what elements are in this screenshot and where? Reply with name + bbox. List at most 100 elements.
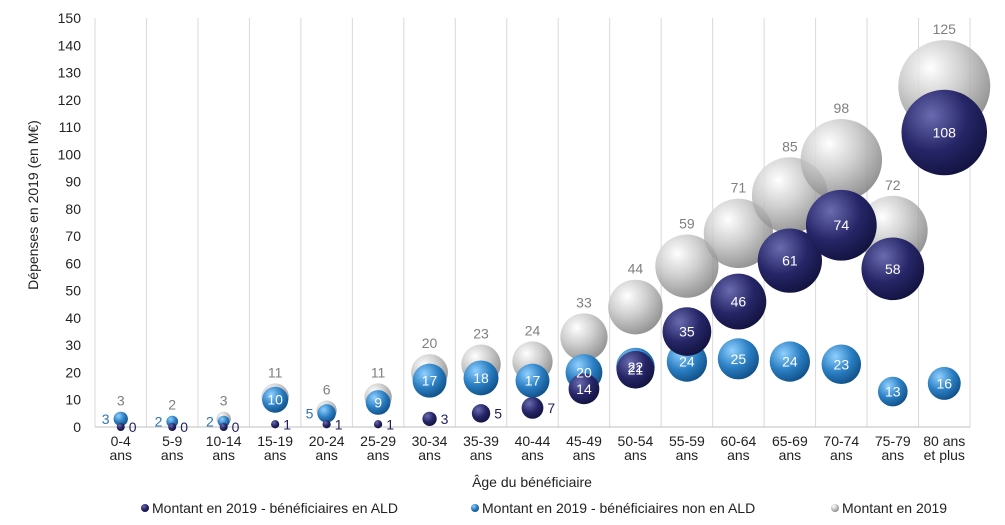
bubble-ald bbox=[616, 350, 655, 389]
data-label: 20 bbox=[422, 335, 438, 351]
y-tick-label: 50 bbox=[65, 283, 81, 299]
x-tick-label: 40-44 ans bbox=[515, 433, 551, 463]
data-label: 44 bbox=[628, 261, 644, 277]
y-tick-label: 140 bbox=[58, 37, 82, 53]
x-tick-label: 25-29 ans bbox=[360, 433, 396, 463]
x-tick-label: 55-59 ans bbox=[669, 433, 705, 463]
bubble-ald bbox=[805, 189, 877, 261]
x-tick-label: 30-34 ans bbox=[412, 433, 448, 463]
data-label: 0 bbox=[129, 419, 137, 435]
data-label: 5 bbox=[494, 405, 502, 421]
bubble-non-ald bbox=[717, 338, 759, 380]
bubble-non-ald bbox=[821, 344, 862, 385]
data-label: 3 bbox=[441, 411, 449, 427]
bubble-non-ald bbox=[769, 341, 811, 382]
y-tick-label: 40 bbox=[65, 310, 81, 326]
data-label: 35 bbox=[679, 324, 695, 340]
legend-label: Montant en 2019 - bénéficiaires en ALD bbox=[152, 500, 398, 516]
data-label: 17 bbox=[422, 373, 438, 389]
legend-marker bbox=[471, 504, 479, 512]
bubble-ald bbox=[710, 273, 767, 330]
data-label: 21 bbox=[628, 362, 644, 378]
data-label: 23 bbox=[473, 326, 489, 342]
data-label: 5 bbox=[306, 405, 314, 421]
data-label: 3 bbox=[220, 393, 228, 409]
bubble-ald bbox=[568, 373, 600, 405]
bubble-non-ald bbox=[515, 363, 550, 398]
x-axis: 0-4 ans 5-9 ans 10-14 ans 15-19 ans 20-24 ans 25-2… bbox=[109, 433, 965, 463]
y-tick-label: 110 bbox=[59, 119, 82, 135]
y-tick-label: 30 bbox=[65, 337, 81, 353]
legend-marker bbox=[141, 504, 149, 512]
x-tick-label: 60-64 ans bbox=[720, 433, 756, 463]
bubble-total bbox=[800, 119, 883, 201]
data-label: 125 bbox=[933, 21, 957, 37]
data-label: 3 bbox=[117, 393, 125, 409]
bubble-ald bbox=[521, 397, 544, 419]
bubble-ald bbox=[901, 89, 988, 176]
data-label: 72 bbox=[885, 177, 901, 193]
data-label: 22 bbox=[628, 359, 644, 375]
data-label: 1 bbox=[283, 416, 291, 432]
data-label: 108 bbox=[933, 125, 957, 141]
data-label: 2 bbox=[155, 414, 163, 430]
data-label: 24 bbox=[679, 354, 695, 370]
bubble-ald bbox=[271, 420, 280, 429]
x-tick-label: 0-4 ans bbox=[109, 433, 132, 463]
data-label: 7 bbox=[547, 400, 555, 416]
data-label: 59 bbox=[679, 216, 695, 232]
data-label: 13 bbox=[885, 384, 901, 400]
data-label: 6 bbox=[323, 382, 331, 398]
y-tick-label: 60 bbox=[65, 255, 81, 271]
data-label: 14 bbox=[576, 381, 592, 397]
y-tick-label: 130 bbox=[58, 65, 82, 81]
x-tick-label: 15-19 ans bbox=[257, 433, 293, 463]
data-label: 58 bbox=[885, 261, 901, 277]
bubble-ald bbox=[219, 423, 228, 431]
data-label: 23 bbox=[834, 356, 850, 372]
y-tick-label: 90 bbox=[65, 174, 81, 190]
legend-label: Montant en 2019 - bénéficiaires non en A… bbox=[482, 500, 755, 516]
y-tick-label: 10 bbox=[65, 392, 81, 408]
data-label: 18 bbox=[473, 370, 489, 386]
bubbles bbox=[113, 40, 991, 431]
y-tick-label: 80 bbox=[65, 201, 81, 217]
y-axis: 0 10 20 30 40 50 60 70 80 90 100 110 120 130 140 150 bbox=[58, 10, 82, 435]
bubble-ald bbox=[373, 420, 383, 429]
data-label: 11 bbox=[371, 364, 386, 380]
bubble-ald bbox=[757, 228, 822, 293]
data-label: 61 bbox=[782, 253, 798, 269]
x-tick-label: 35-39 ans bbox=[463, 433, 499, 463]
data-label: 71 bbox=[731, 180, 747, 196]
y-tick-label: 0 bbox=[73, 419, 81, 435]
bubble-non-ald bbox=[317, 404, 336, 423]
x-axis-title: Âge du bénéficiaire bbox=[472, 474, 592, 490]
data-label: 3 bbox=[102, 411, 110, 427]
data-label: 24 bbox=[525, 322, 541, 338]
data-label: 33 bbox=[576, 294, 592, 310]
data-label: 10 bbox=[267, 392, 283, 408]
bubble-non-ald bbox=[262, 386, 289, 413]
legend: Montant en 2019 - bénéficiaires en ALD Mo… bbox=[141, 500, 947, 516]
bubble-ald bbox=[168, 423, 177, 431]
x-tick-label: 70-74 ans bbox=[823, 433, 859, 463]
data-label: 98 bbox=[834, 100, 850, 116]
x-tick-label: 80 ans et plus bbox=[923, 433, 965, 463]
bubble-non-ald bbox=[463, 360, 499, 396]
bubble-ald bbox=[116, 423, 125, 431]
bubble-non-ald bbox=[877, 376, 908, 407]
x-tick-label: 50-54 ans bbox=[618, 433, 654, 463]
legend-label: Montant en 2019 bbox=[842, 500, 947, 516]
data-label: 74 bbox=[834, 217, 850, 233]
y-tick-label: 100 bbox=[58, 146, 82, 162]
y-tick-label: 150 bbox=[58, 10, 82, 26]
data-label: 11 bbox=[268, 364, 283, 380]
bubble-ald bbox=[322, 420, 331, 429]
data-label: 85 bbox=[782, 138, 798, 154]
data-label: 16 bbox=[936, 375, 952, 391]
data-label: 1 bbox=[386, 416, 394, 432]
data-label: 9 bbox=[374, 394, 382, 410]
bubble-total bbox=[608, 279, 663, 335]
bubble-total bbox=[703, 198, 774, 269]
